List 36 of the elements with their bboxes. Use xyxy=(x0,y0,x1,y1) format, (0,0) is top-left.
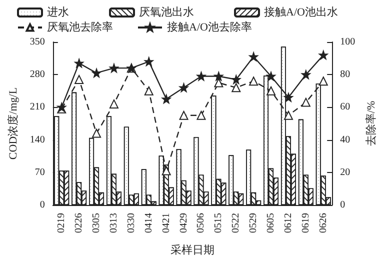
x-tick-label: 0226 xyxy=(74,213,85,233)
x-tick-label: 0612 xyxy=(282,213,294,233)
y2-tick-label: 0 xyxy=(340,200,346,210)
legend-label: 接触A/O池去除率 xyxy=(167,20,252,34)
x-tick-label: 0529 xyxy=(248,213,260,233)
x-tick-label: 0429 xyxy=(178,213,190,233)
y2-tick-label: 100 xyxy=(340,36,356,48)
x-tick-label: 0414 xyxy=(143,213,154,233)
y-tick-label: 70 xyxy=(34,166,45,178)
y2-tick-label: 40 xyxy=(340,134,350,146)
legend-label: 进水 xyxy=(47,6,69,18)
x-tick-label: 0619 xyxy=(300,213,312,233)
x-tick-label: 0506 xyxy=(196,213,207,233)
x-tick-label: 0305 xyxy=(91,213,102,233)
x-tick-label: 0605 xyxy=(266,213,277,233)
y-tick-label: 350 xyxy=(30,36,45,48)
x-tick-label: 0219 xyxy=(56,213,68,233)
y-axis-title: COD浓度/mg/L xyxy=(6,87,20,160)
y2-axis-title: 去除率/% xyxy=(364,100,378,146)
x-tick-label: 0515 xyxy=(213,213,224,233)
y2-tick-label: 60 xyxy=(340,102,350,113)
x-tick-label: 0522 xyxy=(230,213,242,233)
x-tick-label: 0626 xyxy=(318,213,329,233)
y-tick-label: 210 xyxy=(30,102,45,113)
y-tick-label: 280 xyxy=(30,69,45,80)
legend-label: 厌氧池出水 xyxy=(139,6,194,18)
legend-label: 接触A/O池出水 xyxy=(264,6,338,18)
x-tick-label: 0313 xyxy=(108,213,120,233)
y2-tick-label: 80 xyxy=(340,69,350,80)
y-tick-label: 140 xyxy=(30,134,45,146)
x-axis-title: 采样日期 xyxy=(170,244,214,256)
y-tick-label: 0 xyxy=(40,200,45,210)
x-tick-label: 0330 xyxy=(126,213,137,233)
x-tick-label: 0421 xyxy=(160,213,172,233)
legend-label: 厌氧池去除率 xyxy=(47,20,113,34)
y2-tick-label: 20 xyxy=(340,166,350,178)
